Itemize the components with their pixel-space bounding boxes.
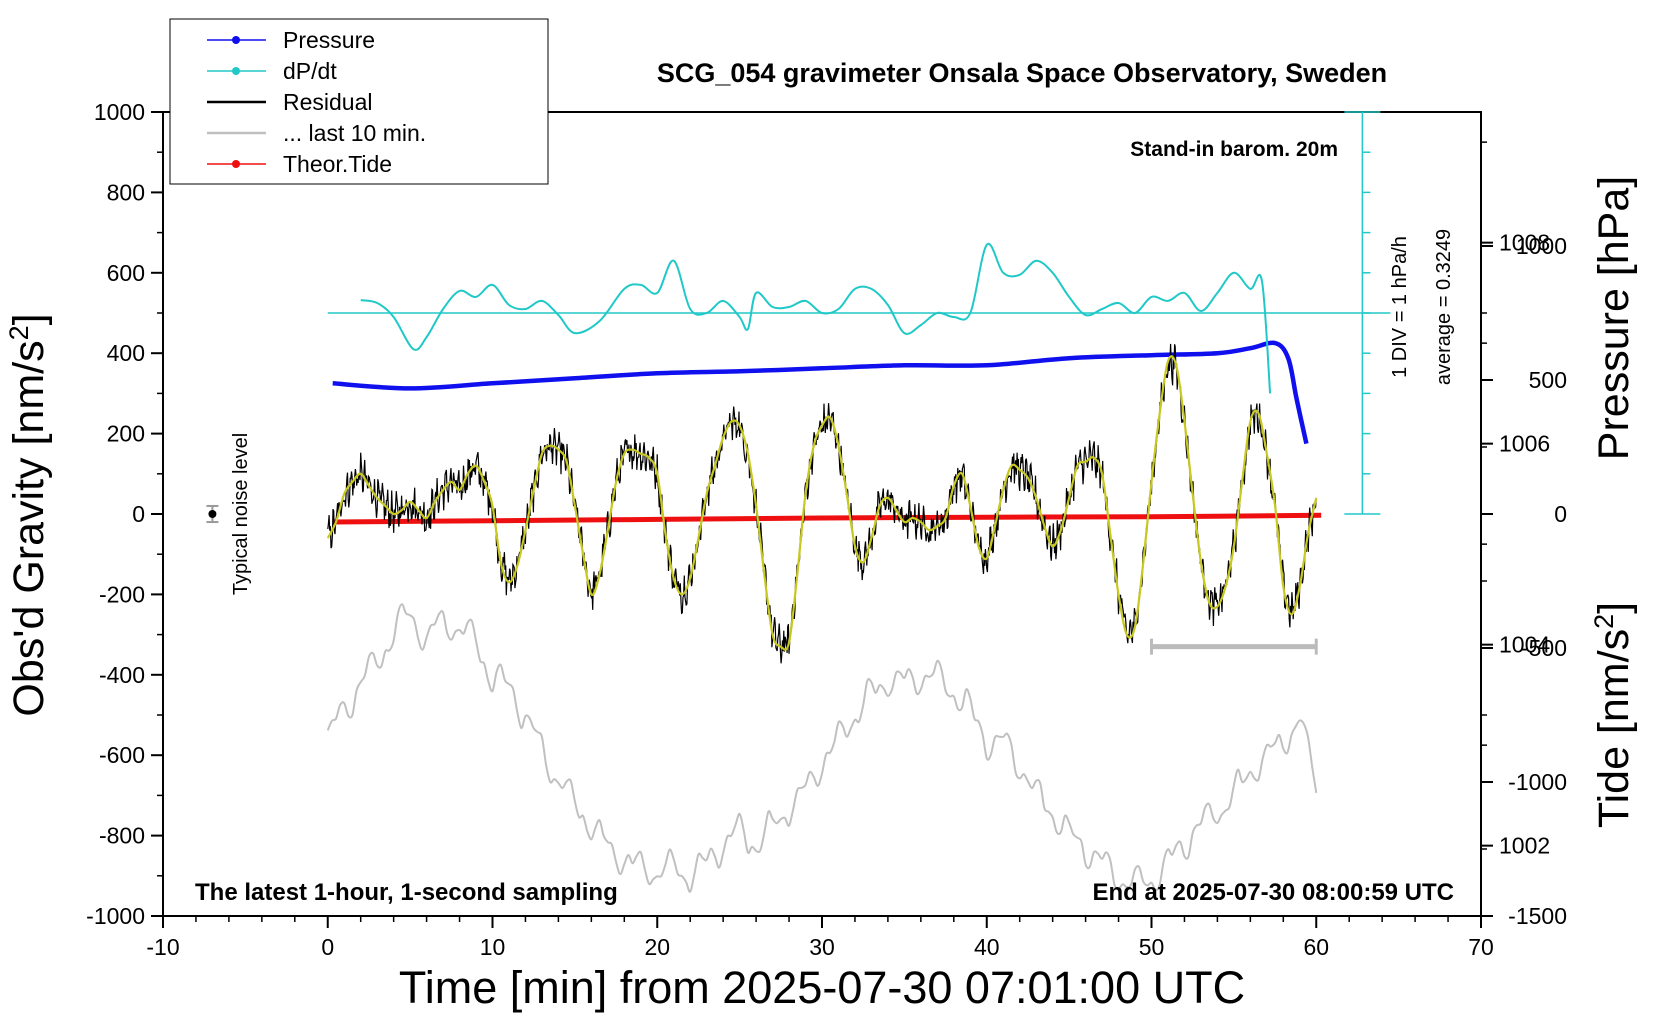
dpdt-line: [360, 242, 1272, 394]
y-tick-label: 400: [107, 340, 145, 366]
legend-label: Theor.Tide: [283, 151, 392, 177]
y-tick-label: 200: [107, 421, 145, 447]
x-axis-title: Time [min] from 2025-07-30 07:01:00 UTC: [399, 962, 1245, 1013]
tide-tick-label: 0: [1554, 501, 1567, 527]
last10-line: [326, 603, 1318, 893]
tide-tick-label: -500: [1521, 635, 1567, 661]
tide-tick-label: 1000: [1516, 233, 1567, 259]
legend-marker: [232, 160, 240, 168]
residual-smooth-line: [326, 355, 1318, 651]
legend-marker: [232, 67, 240, 75]
y-tick-label: -400: [99, 662, 145, 688]
y-axis-ticks: -1000 -800 -600 -400 -200 0 200 400 600 800 1000: [86, 99, 163, 929]
pressure-tick-label: 1002: [1499, 833, 1550, 859]
pressure-tick-label: 1004: [1499, 632, 1550, 658]
x-tick-label: 10: [480, 934, 506, 960]
tide-axis-title-text: Tide [nm/s: [1590, 629, 1638, 828]
tide-axis-ticks: -1500 -1000 -500 0 500 1000: [1481, 233, 1567, 929]
end-note: End at 2025-07-30 08:00:59 UTC: [1093, 879, 1455, 906]
tide-line: [332, 512, 1322, 525]
x-tick-label: 70: [1468, 934, 1494, 960]
y-tick-label: -800: [99, 823, 145, 849]
residual-series: [326, 343, 1318, 664]
latest-note: The latest 1-hour, 1-second sampling: [195, 879, 618, 906]
y-axis-title-left-text: Obs'd Gravity [nm/s: [5, 340, 53, 716]
chart-title: SCG_054 gravimeter Onsala Space Observat…: [657, 58, 1387, 88]
x-tick-label: 30: [809, 934, 835, 960]
x-tick-label: 20: [644, 934, 670, 960]
pressure-tick-label: 1008: [1499, 230, 1550, 256]
last10-series: [326, 603, 1318, 893]
x-axis-ticks: -10 0 10 20 30 40 50 60 70: [146, 916, 1494, 960]
y-tick-label: 600: [107, 260, 145, 286]
legend-label: Pressure: [283, 27, 375, 53]
x-tick-label: -10: [146, 934, 179, 960]
tide-axis-title: Tide [nm/s2]: [1589, 602, 1638, 828]
barometer-note: Stand-in barom. 20m: [1130, 138, 1338, 161]
pressure-series: [332, 340, 1309, 445]
pressure-tick-label: 1006: [1499, 431, 1550, 457]
y-tick-label: 800: [107, 179, 145, 205]
y-tick-label: -200: [99, 581, 145, 607]
pressure-line: [332, 340, 1309, 445]
div-note: 1 DIV = 1 hPa/h: [1389, 236, 1411, 378]
tide-axis-title-end: ]: [1590, 602, 1638, 614]
tide-tick-label: -1500: [1508, 903, 1567, 929]
tide-tick-label: 500: [1529, 367, 1567, 393]
y-axis-title-left-end: ]: [5, 313, 53, 325]
pressure-axis-ticks: 1002 1004 1006 1008: [1481, 141, 1550, 859]
legend-marker: [232, 36, 240, 44]
y-tick-label: 0: [132, 501, 145, 527]
legend-label: Residual: [283, 89, 373, 115]
chart-extras: [206, 504, 1318, 655]
y-tick-label: -600: [99, 742, 145, 768]
legend-label: ... last 10 min.: [283, 120, 426, 146]
tide-tick-label: -1000: [1508, 769, 1567, 795]
pressure-axis-title: Pressure [hPa]: [1590, 176, 1638, 460]
legend: Pressure dP/dt Residual ... last 10 min. The…: [169, 18, 549, 185]
noise-point: [208, 510, 217, 518]
dpdt-series: [327, 111, 1391, 515]
tide-series: [332, 512, 1322, 525]
average-note: average = 0.3249: [1433, 229, 1455, 385]
x-tick-label: 60: [1303, 934, 1329, 960]
x-tick-label: 0: [321, 934, 334, 960]
y-axis-title-left-sup: 2: [4, 325, 34, 340]
residual-line: [327, 343, 1317, 664]
y-tick-label: 1000: [94, 99, 145, 125]
y-axis-title-left: Obs'd Gravity [nm/s2]: [4, 313, 53, 716]
x-tick-label: 40: [974, 934, 1000, 960]
y-tick-label: -1000: [86, 903, 145, 929]
tide-axis-title-sup: 2: [1589, 614, 1619, 629]
noise-note: Typical noise level: [230, 433, 252, 595]
x-tick-label: 50: [1139, 934, 1165, 960]
legend-label: dP/dt: [283, 58, 337, 84]
